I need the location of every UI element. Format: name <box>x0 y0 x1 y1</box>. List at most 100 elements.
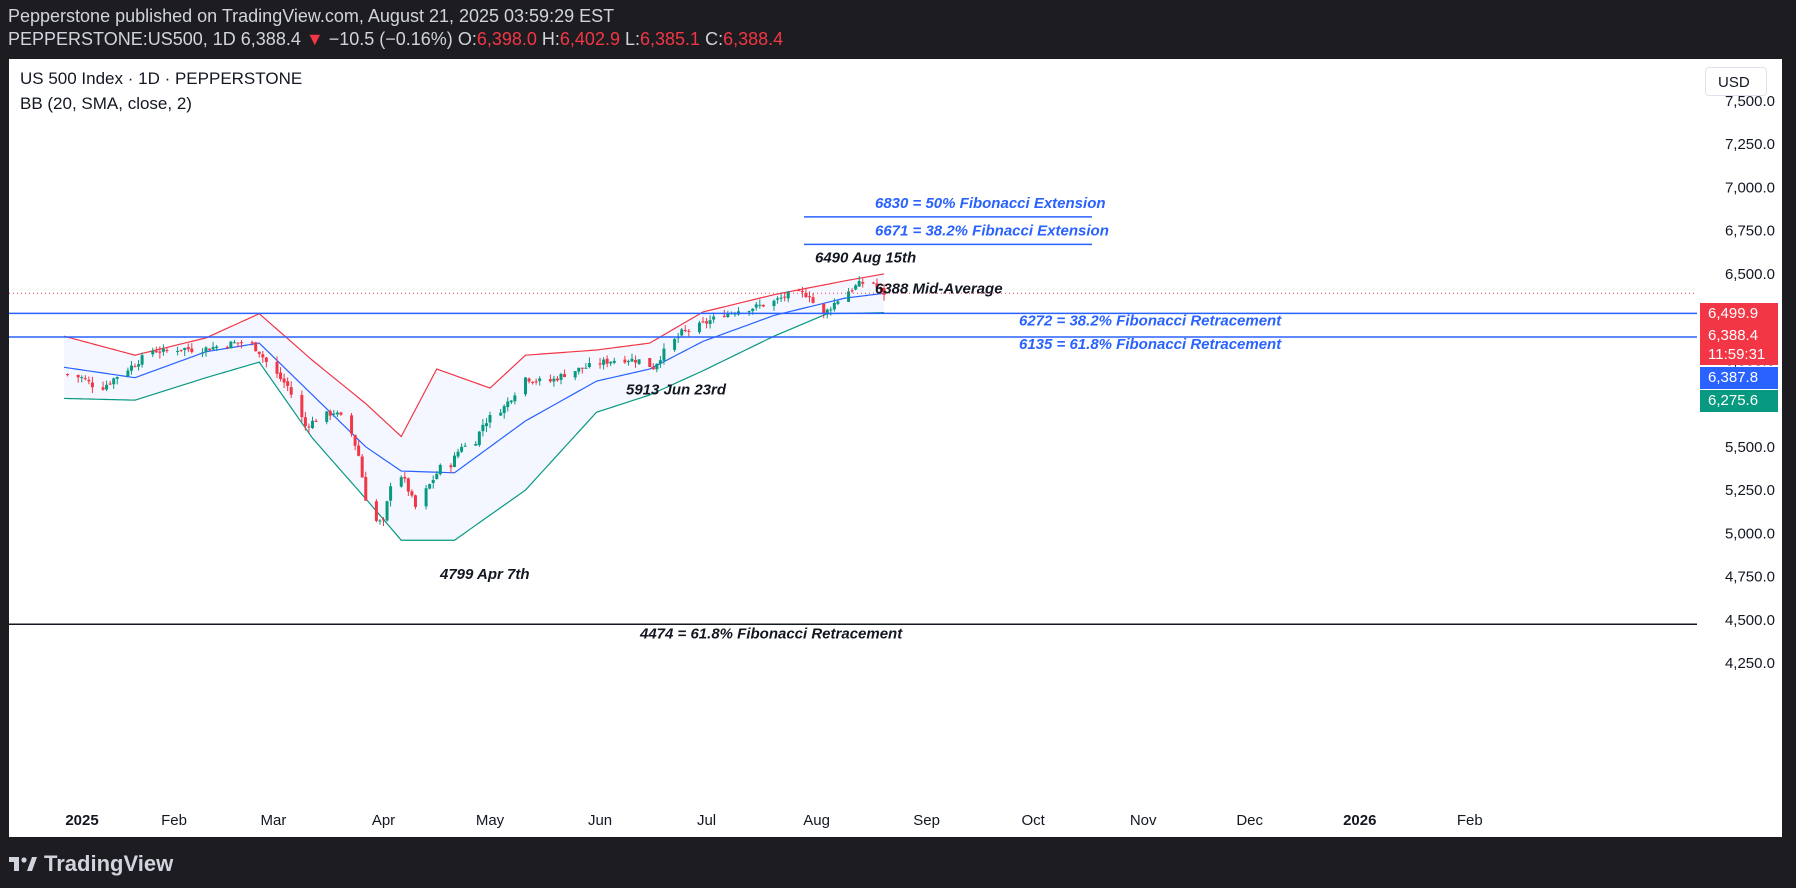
x-tick-label: Mar <box>261 812 287 829</box>
candle-body <box>761 304 765 307</box>
candle-body <box>264 357 268 362</box>
candle-body <box>577 367 581 372</box>
candle-body <box>758 304 762 306</box>
candle-body <box>80 377 84 379</box>
currency-button[interactable]: USD <box>1705 67 1767 96</box>
candle-body <box>832 302 836 310</box>
candle-body <box>751 308 755 312</box>
candle-body <box>612 360 616 363</box>
candle-body <box>66 374 70 376</box>
candle-body <box>538 378 542 382</box>
candle-body <box>850 290 854 292</box>
candle-body <box>722 315 726 317</box>
footer-brand[interactable]: TradingView <box>8 850 173 878</box>
candle-body <box>705 321 709 324</box>
candle-body <box>708 320 712 324</box>
candle-body <box>502 406 506 414</box>
candle-body <box>822 303 826 314</box>
indicator-label[interactable]: BB (20, SMA, close, 2) <box>20 94 192 113</box>
last-price-tag: 6,388.4 <box>1700 325 1778 347</box>
candle-body <box>804 292 808 298</box>
tradingview-logo-icon <box>9 857 37 871</box>
candle-body <box>548 379 552 382</box>
candle-body <box>190 348 194 352</box>
candle-body <box>428 484 432 489</box>
x-tick-label: Jul <box>697 812 716 829</box>
candle-body <box>137 364 141 367</box>
price-chart[interactable]: 6830 = 50% Fibonacci Extension 6671 = 38.… <box>9 59 1782 837</box>
candle-body <box>353 434 357 446</box>
x-tick-label: 2025 <box>65 812 98 829</box>
y-tick-label: 6,750.0 <box>1725 223 1775 240</box>
bb-lower-line <box>63 312 885 541</box>
y-tick-label: 7,250.0 <box>1725 136 1775 153</box>
candle-body <box>701 321 705 323</box>
candle-body <box>282 378 286 383</box>
high-label: H: <box>541 29 560 49</box>
lower-band-tag: 6,275.6 <box>1700 390 1778 412</box>
x-tick-label: Aug <box>803 812 830 829</box>
fib-level-label: 4474 = 61.8% Fibonacci Retracement <box>639 625 903 642</box>
candle-body <box>836 301 840 304</box>
high-value: 6,402.9 <box>559 29 620 49</box>
candle-body <box>101 387 105 390</box>
candle-body <box>580 367 584 369</box>
candle-body <box>431 479 435 484</box>
candle-body <box>374 501 378 521</box>
candle-body <box>186 347 190 350</box>
change-value: −10.5 (−0.16%) <box>328 29 453 49</box>
y-tick-label: 4,750.0 <box>1725 569 1775 586</box>
x-tick-label: Apr <box>372 812 395 829</box>
basis-tag: 6,387.8 <box>1700 367 1778 389</box>
candle-body <box>261 354 265 358</box>
candle-body <box>215 346 219 349</box>
candle-body <box>811 297 815 303</box>
candle-body <box>456 451 460 457</box>
candle-body <box>108 383 112 385</box>
candle-body <box>825 309 829 315</box>
candle-body <box>513 395 517 402</box>
candle-body <box>307 426 311 428</box>
candle-body <box>875 283 879 288</box>
candle-body <box>712 316 716 320</box>
candle-body <box>499 412 503 416</box>
candle-body <box>797 290 801 292</box>
candle-body <box>587 363 591 368</box>
candle-body <box>882 288 886 295</box>
candle-body <box>527 378 531 382</box>
candle-body <box>382 519 385 521</box>
candle-body <box>754 304 758 308</box>
candle-body <box>687 330 691 332</box>
candle-body <box>697 322 701 333</box>
candle-body <box>609 361 613 364</box>
candle-body <box>240 342 243 344</box>
close-value: 6,388.4 <box>723 29 784 49</box>
bb-basis-line <box>63 292 885 474</box>
candle-body <box>279 372 283 380</box>
candle-body <box>673 338 677 350</box>
candle-body <box>857 281 861 287</box>
candle-body <box>680 329 684 336</box>
x-tick-label: Sep <box>913 812 940 829</box>
candle-body <box>311 420 314 429</box>
fib-level-label: 6830 = 50% Fibonacci Extension <box>875 195 1106 212</box>
candle-body <box>403 476 407 479</box>
symbol-label[interactable]: PEPPERSTONE:US500, 1D <box>8 29 236 49</box>
candle-body <box>438 464 442 475</box>
candle-body <box>463 445 467 447</box>
candle-body <box>360 456 364 478</box>
fib-level-label: 6272 = 38.2% Fibonacci Retracement <box>1019 312 1282 329</box>
annotation-label: 5913 Jun 23rd <box>626 381 727 398</box>
candle-body <box>506 401 510 408</box>
candle-body <box>449 465 453 468</box>
candle-body <box>474 443 478 446</box>
annotation-label: 6490 Aug 15th <box>815 250 916 267</box>
candle-body <box>772 300 776 307</box>
candle-body <box>165 350 169 352</box>
candle-body <box>435 473 439 480</box>
candle-body <box>350 415 354 434</box>
y-tick-label: 6,500.0 <box>1725 266 1775 283</box>
candle-body <box>339 412 343 415</box>
candle-body <box>332 413 336 415</box>
chart-panel[interactable]: 6830 = 50% Fibonacci Extension 6671 = 38.… <box>9 59 1782 837</box>
